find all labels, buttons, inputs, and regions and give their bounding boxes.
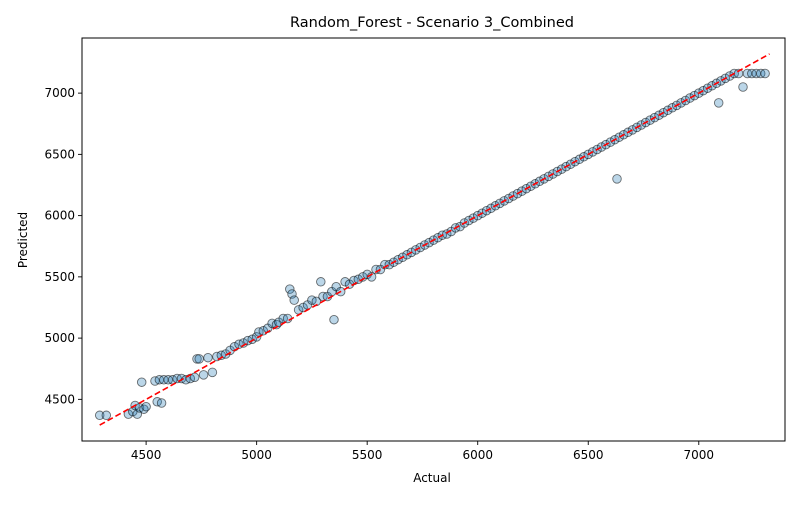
data-point <box>464 215 474 226</box>
data-point <box>676 98 686 108</box>
data-point <box>495 198 505 209</box>
data-point <box>534 176 545 187</box>
data-point <box>685 93 695 103</box>
data-point <box>526 181 536 191</box>
points-layer <box>94 68 770 421</box>
data-point <box>713 98 724 108</box>
data-point <box>605 137 616 147</box>
data-point <box>574 154 585 165</box>
x-axis-label: Actual <box>413 471 451 485</box>
x-tick-label: 7000 <box>684 448 715 462</box>
y-tick-label: 6500 <box>44 147 75 161</box>
y-tick-label: 7000 <box>44 86 75 100</box>
data-point <box>189 372 200 383</box>
x-tick-label: 5000 <box>241 448 272 462</box>
data-point <box>198 370 209 380</box>
y-tick-label: 6000 <box>44 209 75 223</box>
data-point <box>384 259 395 270</box>
data-point <box>207 367 218 378</box>
y-tick-label: 5000 <box>44 331 75 345</box>
data-point <box>716 76 726 86</box>
x-tick-label: 6500 <box>573 448 604 462</box>
data-point <box>101 410 112 421</box>
data-point <box>194 354 204 364</box>
data-point <box>738 82 748 92</box>
data-point <box>760 68 770 79</box>
data-point <box>393 254 403 265</box>
x-tick-label: 6000 <box>462 448 493 462</box>
data-point <box>298 302 308 313</box>
data-point <box>556 164 567 174</box>
data-point <box>156 398 167 408</box>
y-tick-label: 4500 <box>44 392 75 406</box>
y-axis-label: Predicted <box>16 212 30 268</box>
data-point <box>667 103 678 113</box>
data-point <box>192 354 202 364</box>
data-point <box>636 120 647 130</box>
data-point <box>433 232 443 243</box>
data-point <box>141 401 151 412</box>
data-point <box>285 284 295 294</box>
data-point <box>136 377 147 387</box>
data-point <box>645 115 655 125</box>
y-tick-label: 5500 <box>44 270 75 284</box>
data-point <box>612 174 622 184</box>
x-tick-label: 5500 <box>352 448 383 462</box>
data-point <box>316 277 326 287</box>
x-axis: 4500 5000 5500 6000 6500 7000 <box>131 441 714 462</box>
data-point <box>94 410 105 421</box>
data-point <box>415 242 425 253</box>
chart-title: Random_Forest - Scenario 3_Combined <box>290 15 574 31</box>
x-tick-label: 4500 <box>131 448 162 462</box>
data-point <box>329 314 339 325</box>
data-point <box>251 332 262 342</box>
reference-line <box>99 53 770 426</box>
data-point <box>707 81 717 91</box>
data-point <box>289 295 299 305</box>
plot-frame <box>81 37 786 442</box>
y-axis: 4500 5000 5500 6000 6500 7000 <box>44 86 82 406</box>
data-point <box>203 352 213 363</box>
data-point <box>596 142 607 152</box>
data-point <box>614 132 624 142</box>
